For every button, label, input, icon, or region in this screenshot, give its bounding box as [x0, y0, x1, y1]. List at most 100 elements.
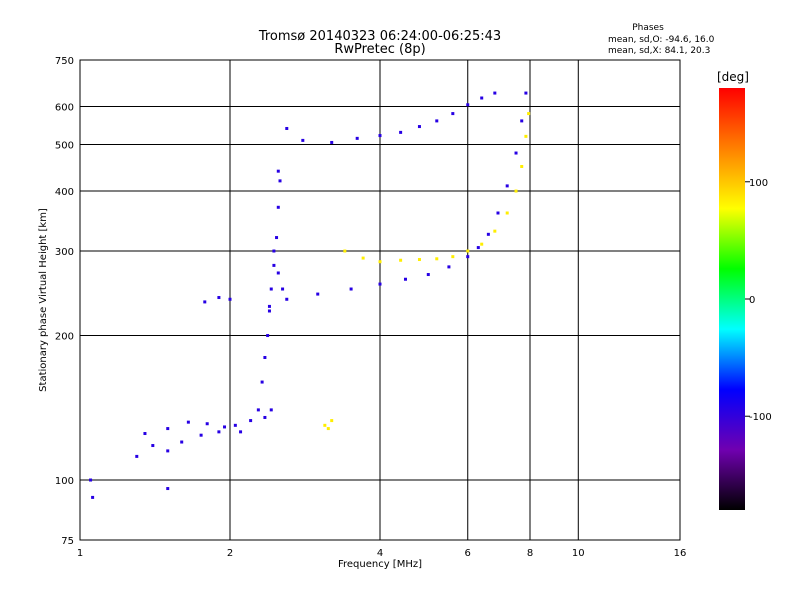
echo-point [326, 427, 330, 431]
echo-point [166, 449, 170, 453]
y-tick-label: 750 [55, 56, 74, 67]
echo-point [480, 96, 484, 100]
plot-frame [79, 59, 681, 541]
echo-point [447, 265, 451, 269]
colorbar-tick-label: -100 [749, 412, 772, 423]
echo-point [451, 112, 455, 116]
colorbar-label: [deg] [717, 70, 749, 84]
echo-point [323, 423, 327, 427]
echo-point [466, 255, 470, 259]
echo-point [476, 246, 480, 250]
echo-point [166, 487, 170, 491]
colorbar-tick-label: 0 [749, 295, 755, 306]
echo-point [239, 430, 243, 434]
echo-point [417, 125, 421, 129]
stats-header: Phases [632, 23, 664, 33]
echo-point [417, 258, 421, 262]
x-tick-label: 10 [572, 548, 585, 559]
y-tick-label: 75 [61, 536, 74, 547]
echo-point [260, 380, 264, 384]
echo-point [217, 296, 221, 300]
colorbar-tick-label: 100 [749, 178, 768, 189]
echo-point [151, 444, 155, 448]
echo-point [505, 184, 509, 188]
echo-point [91, 495, 95, 499]
echo-points [89, 91, 531, 499]
echo-point [89, 478, 93, 482]
echo-point [272, 263, 276, 267]
echo-point [233, 423, 237, 427]
echo-point [276, 271, 280, 275]
echo-point [186, 420, 190, 424]
echo-point [285, 126, 289, 130]
echo-point [203, 300, 207, 304]
echo-point [256, 408, 260, 412]
echo-point [199, 433, 203, 437]
echo-point [301, 138, 305, 142]
chart-title: Tromsø 20140323 06:24:00-06:25:43 [258, 29, 501, 44]
echo-point [285, 297, 289, 301]
echo-point [180, 440, 184, 444]
echo-point [426, 273, 430, 277]
echo-point [435, 119, 439, 123]
echo-point [269, 287, 273, 291]
echo-point [378, 282, 382, 286]
echo-point [520, 164, 524, 168]
chart-subtitle: RwPretec (8p) [334, 42, 425, 57]
echo-point [480, 242, 484, 246]
y-axis-label: Stationary phase Virtual Height [km] [38, 208, 49, 392]
echo-point [361, 256, 365, 260]
echo-point [355, 136, 359, 140]
x-tick-label: 1 [77, 548, 83, 559]
echo-point [263, 355, 267, 359]
echo-point [466, 249, 470, 253]
echo-point [228, 297, 232, 301]
echo-point [493, 229, 497, 233]
echo-point [330, 140, 334, 144]
echo-point [330, 419, 334, 423]
echo-point [278, 179, 282, 183]
colorbar [719, 88, 745, 510]
x-tick-label: 8 [527, 548, 533, 559]
echo-point [217, 430, 221, 434]
y-axis-ticks: 75 100 200 300 400 500 600 750 [55, 56, 74, 547]
echo-point [143, 432, 147, 436]
y-tick-label: 600 [55, 103, 74, 114]
y-tick-label: 300 [55, 247, 74, 258]
echo-point [316, 292, 320, 296]
echo-point [524, 134, 528, 138]
x-tick-label: 4 [377, 548, 383, 559]
stats-line-x: mean, sd,X: 84.1, 20.3 [608, 46, 710, 56]
colorbar-ticks: 100 0 -100 [745, 178, 772, 423]
x-tick-label: 16 [674, 548, 687, 559]
y-tick-label: 500 [55, 141, 74, 152]
echo-point [275, 236, 279, 240]
echo-point [514, 189, 518, 193]
x-tick-label: 2 [227, 548, 233, 559]
grid-lines [80, 60, 680, 540]
echo-point [349, 287, 353, 291]
echo-point [343, 249, 347, 253]
echo-point [493, 91, 497, 95]
echo-point [267, 304, 271, 308]
echo-point [276, 205, 280, 209]
echo-point [266, 334, 270, 338]
echo-point [205, 422, 209, 426]
echo-point [272, 249, 276, 253]
echo-point [249, 419, 253, 423]
echo-point [514, 151, 518, 155]
echo-point [520, 119, 524, 123]
echo-point [378, 260, 382, 264]
echo-point [267, 309, 271, 313]
echo-point [223, 425, 227, 429]
echo-point [524, 91, 528, 95]
echo-point [378, 134, 382, 138]
echo-point [399, 130, 403, 134]
echo-point [269, 408, 273, 412]
x-axis-label: Frequency [MHz] [338, 559, 422, 570]
echo-point [466, 103, 470, 107]
y-tick-label: 200 [55, 332, 74, 343]
echo-point [263, 415, 267, 419]
y-tick-label: 400 [55, 187, 74, 198]
